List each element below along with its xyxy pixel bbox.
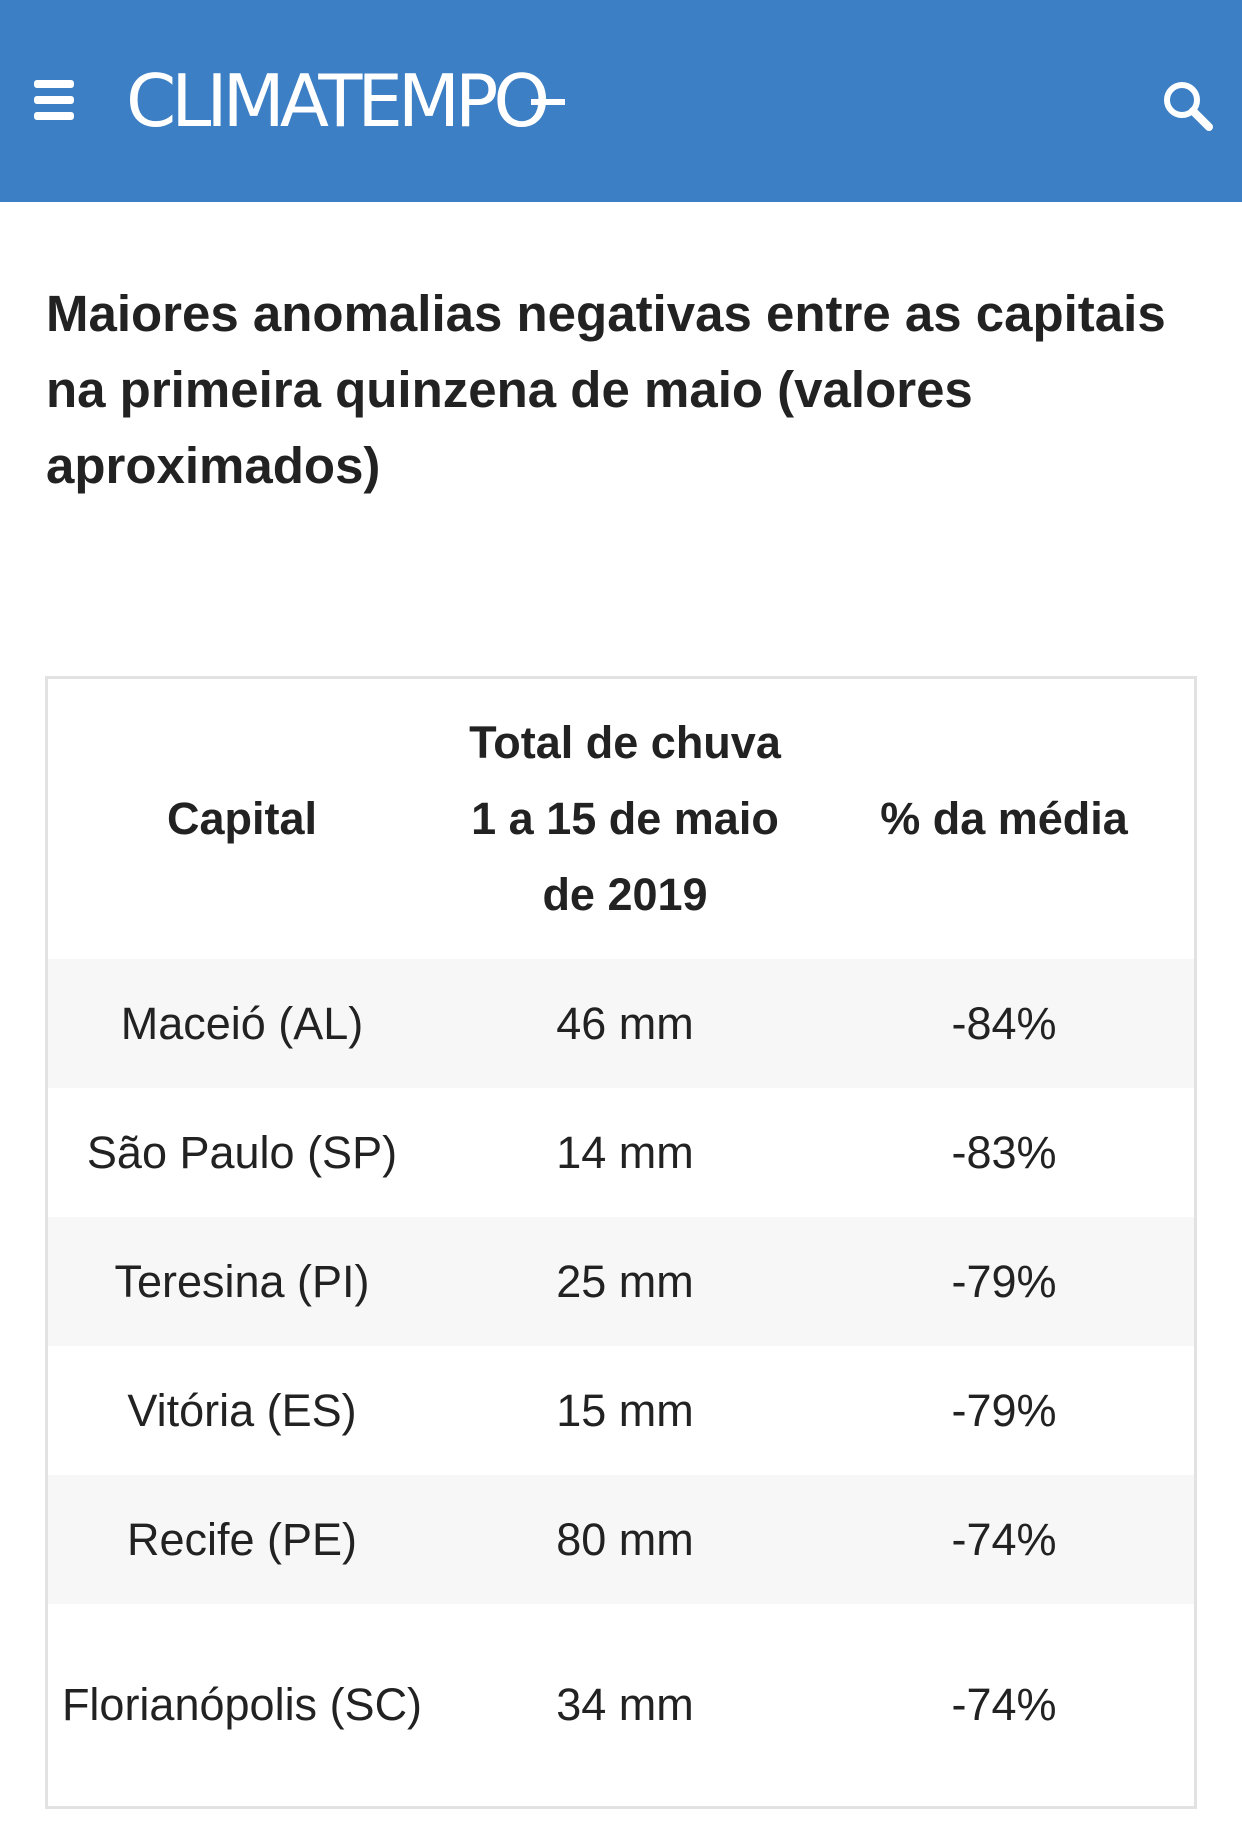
cell-percent: -74% bbox=[951, 1679, 1057, 1730]
table-header-row: Capital Total de chuva 1 a 15 de maio de… bbox=[48, 679, 1194, 959]
cell-capital: Florianópolis (SC) bbox=[61, 1679, 423, 1730]
logo-text: CLIMATEMPO bbox=[126, 59, 550, 143]
header-total-rain-line2: 1 a 15 de maio de 2019 bbox=[471, 793, 779, 920]
cell-total: 34 mm bbox=[556, 1679, 694, 1730]
table-row: São Paulo (SP) 14 mm -83% bbox=[48, 1088, 1194, 1217]
cell-total: 15 mm bbox=[556, 1384, 694, 1436]
cell-capital: Maceió (AL) bbox=[48, 959, 436, 1088]
menu-bar-middle bbox=[34, 96, 74, 104]
search-icon-graphic bbox=[1164, 82, 1213, 131]
table-row: Vitória (ES) 15 mm -79% bbox=[48, 1346, 1194, 1475]
cell-total: 25 mm bbox=[436, 1217, 814, 1346]
cell-total: 80 mm bbox=[436, 1475, 814, 1604]
hamburger-menu-icon[interactable] bbox=[30, 76, 78, 124]
header-total-rain: Total de chuva 1 a 15 de maio de 2019 bbox=[436, 679, 814, 959]
cell-percent: -83% bbox=[951, 1126, 1057, 1178]
app-header: CLIMATEMPO bbox=[0, 0, 1242, 202]
table-row: Florianópolis (SC) 34 mm -74% bbox=[48, 1604, 1194, 1806]
cell-capital: Teresina (PI) bbox=[48, 1217, 436, 1346]
header-capital: Capital bbox=[166, 793, 318, 844]
logo-tail-line bbox=[531, 99, 566, 105]
cell-total: 14 mm bbox=[556, 1126, 694, 1178]
header-percent-average: % da média bbox=[880, 793, 1128, 844]
table-row: Maceió (AL) 46 mm -84% bbox=[48, 959, 1194, 1088]
rainfall-table-container: Capital Total de chuva 1 a 15 de maio de… bbox=[45, 676, 1197, 1809]
article-title: Maiores anomalias negativas entre as cap… bbox=[46, 285, 1166, 494]
menu-bar-bottom bbox=[34, 112, 74, 120]
search-icon[interactable] bbox=[1160, 78, 1216, 134]
header-total-rain-line1: Total de chuva bbox=[469, 717, 781, 768]
rainfall-anomaly-table: Capital Total de chuva 1 a 15 de maio de… bbox=[48, 679, 1194, 1806]
table-row: Recife (PE) 80 mm -74% bbox=[48, 1475, 1194, 1604]
cell-percent: -74% bbox=[814, 1475, 1194, 1604]
cell-percent: -84% bbox=[814, 959, 1194, 1088]
cell-capital: São Paulo (SP) bbox=[86, 1126, 398, 1178]
cell-percent: -79% bbox=[951, 1384, 1057, 1436]
menu-bar-top bbox=[34, 80, 74, 88]
cell-percent: -79% bbox=[814, 1217, 1194, 1346]
climatempo-logo[interactable]: CLIMATEMPO bbox=[126, 58, 566, 144]
table-row: Teresina (PI) 25 mm -79% bbox=[48, 1217, 1194, 1346]
cell-total: 46 mm bbox=[436, 959, 814, 1088]
cell-capital: Recife (PE) bbox=[48, 1475, 436, 1604]
cell-capital: Vitória (ES) bbox=[127, 1384, 357, 1436]
